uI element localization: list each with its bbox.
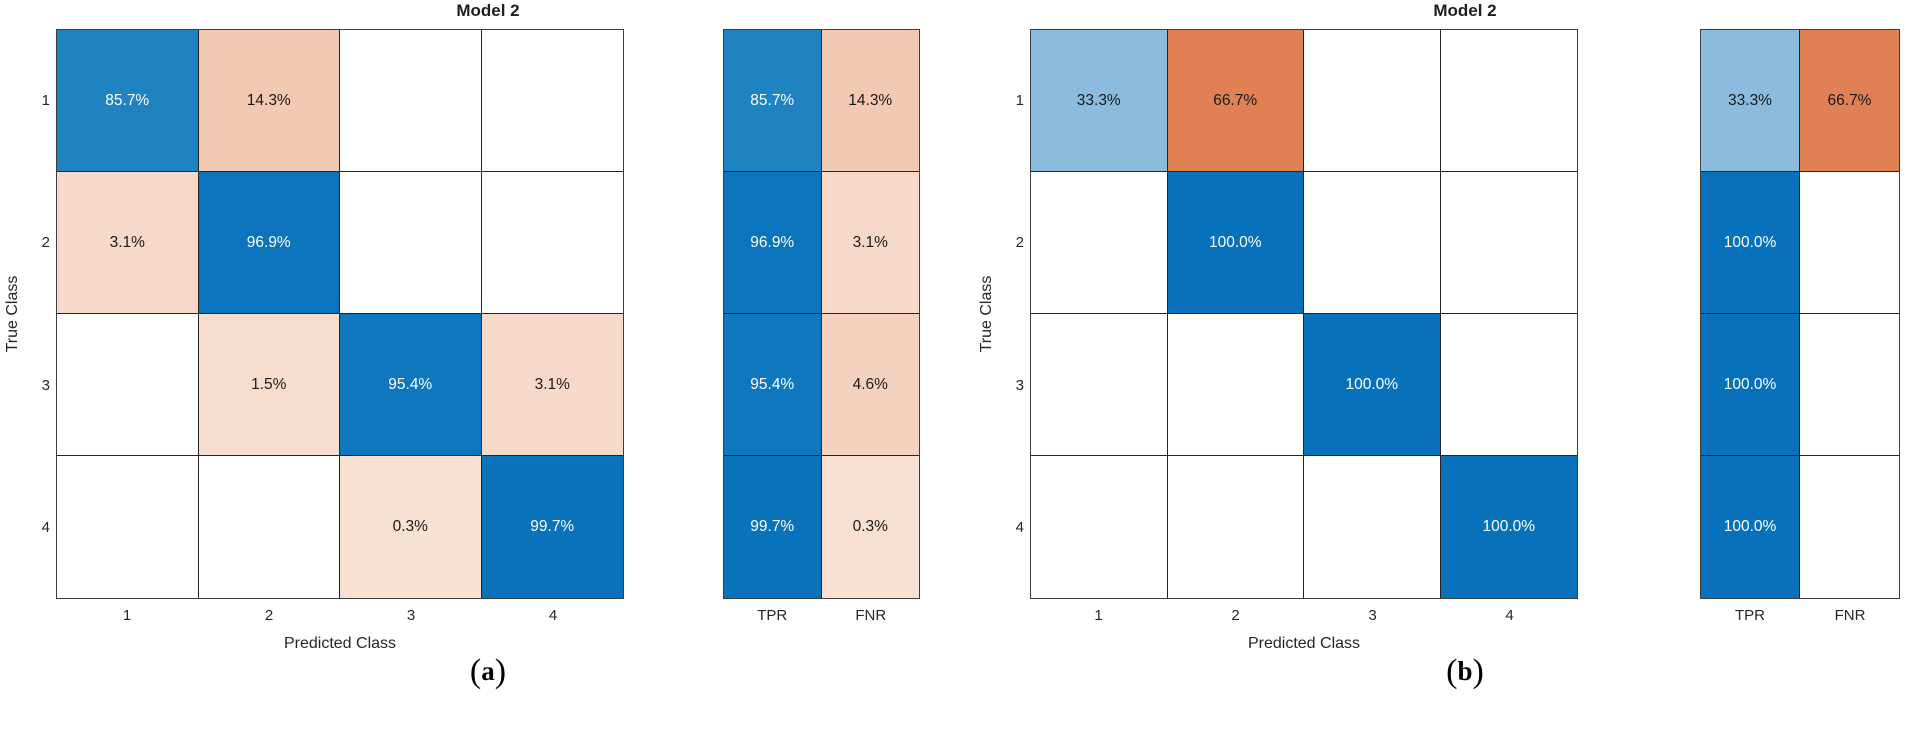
matrix-cell: [1440, 30, 1577, 172]
matrix-cell: 1.5%: [198, 314, 340, 456]
y-tick-label: 4: [1015, 519, 1024, 537]
summary-cell: 33.3%: [1701, 30, 1800, 172]
summary-cell: 4.6%: [821, 314, 919, 456]
summary-column-label: TPR: [1735, 607, 1765, 624]
y-tick-labels: 1 2 3 4: [998, 29, 1024, 599]
summary-column-label: FNR: [1834, 607, 1866, 624]
x-tick-label: 4: [548, 607, 558, 624]
summary-column-labels: TPR FNR: [1700, 607, 1900, 624]
y-tick-label: 2: [1015, 234, 1024, 252]
matrix-cell: 95.4%: [340, 314, 482, 456]
summary-cell: 100.0%: [1701, 314, 1800, 456]
summary-cell: [1800, 456, 1899, 598]
x-tick-labels: 1 2 3 4: [56, 607, 624, 624]
row-summary-grid: 85.7% 14.3% 96.9% 3.1% 95.4% 4.6% 99.7% 0.3%: [723, 29, 920, 599]
matrix-cell: 100.0%: [1304, 314, 1441, 456]
matrix-cell: 3.1%: [57, 172, 199, 314]
summary-cell: 99.7%: [724, 456, 822, 598]
summary-column-label: FNR: [855, 607, 887, 624]
caption-letter: a: [481, 656, 495, 686]
x-tick-label: 1: [1094, 607, 1103, 624]
x-axis-label: Predicted Class: [283, 635, 397, 652]
y-tick-label: 4: [41, 519, 50, 537]
summary-cell: [1800, 314, 1899, 456]
summary-cell: 95.4%: [724, 314, 822, 456]
y-tick-label: 2: [41, 234, 50, 252]
summary-cell: 3.1%: [821, 172, 919, 314]
matrix-cell: 100.0%: [1167, 172, 1304, 314]
matrix-cell: [1304, 456, 1441, 598]
matrix-cell: [1304, 172, 1441, 314]
matrix-cell: [57, 314, 199, 456]
x-axis-label: Predicted Class: [1247, 635, 1361, 652]
matrix-cell: [1167, 314, 1304, 456]
y-tick-labels: 1 2 3 4: [24, 29, 50, 599]
y-tick-label: 3: [41, 376, 50, 394]
matrix-cell: [340, 30, 482, 172]
matrix-cell: 99.7%: [481, 456, 623, 598]
summary-cell: 14.3%: [821, 30, 919, 172]
confusion-matrix-grid: 85.7% 14.3% 3.1% 96.9% 1.5% 95.4% 3.1% 0.3% 99.7…: [56, 29, 624, 599]
matrix-cell: [57, 456, 199, 598]
matrix-cell: 3.1%: [481, 314, 623, 456]
summary-column-labels: TPR FNR: [723, 607, 920, 624]
summary-column-label: TPR: [757, 607, 788, 624]
matrix-cell: [1031, 456, 1168, 598]
matrix-cell: [481, 30, 623, 172]
summary-cell: 96.9%: [724, 172, 822, 314]
summary-cell: 66.7%: [1800, 30, 1899, 172]
caption-letter: b: [1457, 656, 1473, 686]
y-tick-label: 3: [1015, 376, 1024, 394]
y-axis-label-text: True Class: [978, 275, 995, 353]
matrix-cell: [340, 172, 482, 314]
row-summary-grid: 33.3% 66.7% 100.0% 100.0% 100.0%: [1700, 29, 1900, 599]
matrix-cell: 85.7%: [57, 30, 199, 172]
caption-open-paren: (: [469, 653, 482, 690]
caption-close-paren: ): [494, 653, 507, 690]
figure-caption-b: (b): [1030, 653, 1900, 691]
x-tick-label: 2: [264, 607, 274, 624]
caption-open-paren: (: [1446, 653, 1458, 690]
matrix-cell: 0.3%: [340, 456, 482, 598]
caption-close-paren: ): [1472, 653, 1484, 690]
matrix-cell: [481, 172, 623, 314]
matrix-cell: [1304, 30, 1441, 172]
matrix-cell: 33.3%: [1031, 30, 1168, 172]
confusion-matrix-grid: 33.3% 66.7% 100.0% 100.0% 100.0%: [1030, 29, 1578, 599]
y-axis-label: True Class: [976, 29, 998, 599]
summary-cell: 85.7%: [724, 30, 822, 172]
summary-cell: 100.0%: [1701, 456, 1800, 598]
y-tick-label: 1: [41, 91, 50, 109]
summary-cell: 0.3%: [821, 456, 919, 598]
summary-cell: 100.0%: [1701, 172, 1800, 314]
matrix-cell: 66.7%: [1167, 30, 1304, 172]
matrix-cell: 14.3%: [198, 30, 340, 172]
x-tick-labels: 1 2 3 4: [1030, 607, 1578, 624]
matrix-cell: 100.0%: [1440, 456, 1577, 598]
matrix-cell: [198, 456, 340, 598]
x-tick-label: 3: [1368, 607, 1377, 624]
x-tick-label: 4: [1505, 607, 1514, 624]
x-tick-label: 2: [1231, 607, 1240, 624]
matrix-cell: [1031, 172, 1168, 314]
x-tick-label: 3: [406, 607, 416, 624]
matrix-cell: [1440, 314, 1577, 456]
y-tick-label: 1: [1015, 91, 1024, 109]
summary-cell: [1800, 172, 1899, 314]
chart-title: Model 2: [456, 1, 520, 20]
matrix-cell: [1031, 314, 1168, 456]
chart-title: Model 2: [1433, 1, 1497, 20]
x-tick-label: 1: [122, 607, 132, 624]
matrix-cell: [1167, 456, 1304, 598]
matrix-cell: [1440, 172, 1577, 314]
figure-caption-a: (a): [56, 653, 920, 691]
matrix-cell: 96.9%: [198, 172, 340, 314]
